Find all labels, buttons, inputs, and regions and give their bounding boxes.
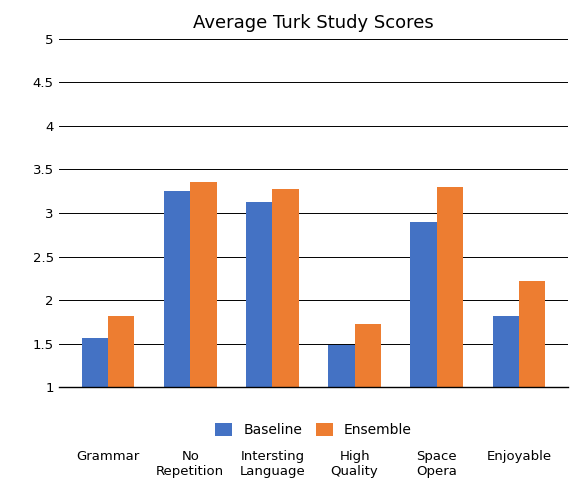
Bar [519,281,545,474]
Bar [328,346,355,474]
Legend: Baseline, Ensemble: Baseline, Ensemble [210,418,417,443]
Text: Enjoyable: Enjoyable [486,450,551,463]
Text: No
Repetition: No Repetition [156,450,224,478]
Bar [493,316,519,474]
Bar [164,191,190,474]
Bar [82,337,108,474]
Bar [190,182,217,474]
Text: Space
Opera: Space Opera [416,450,457,478]
Bar [410,222,437,474]
Bar [108,316,134,474]
Bar [355,324,381,474]
Bar [437,187,463,474]
Bar [272,189,299,474]
Bar [246,202,272,474]
Title: Average Turk Study Scores: Average Turk Study Scores [193,14,434,31]
Text: Grammar: Grammar [76,450,139,463]
Text: High
Quality: High Quality [331,450,379,478]
Text: Intersting
Language: Intersting Language [240,450,305,478]
